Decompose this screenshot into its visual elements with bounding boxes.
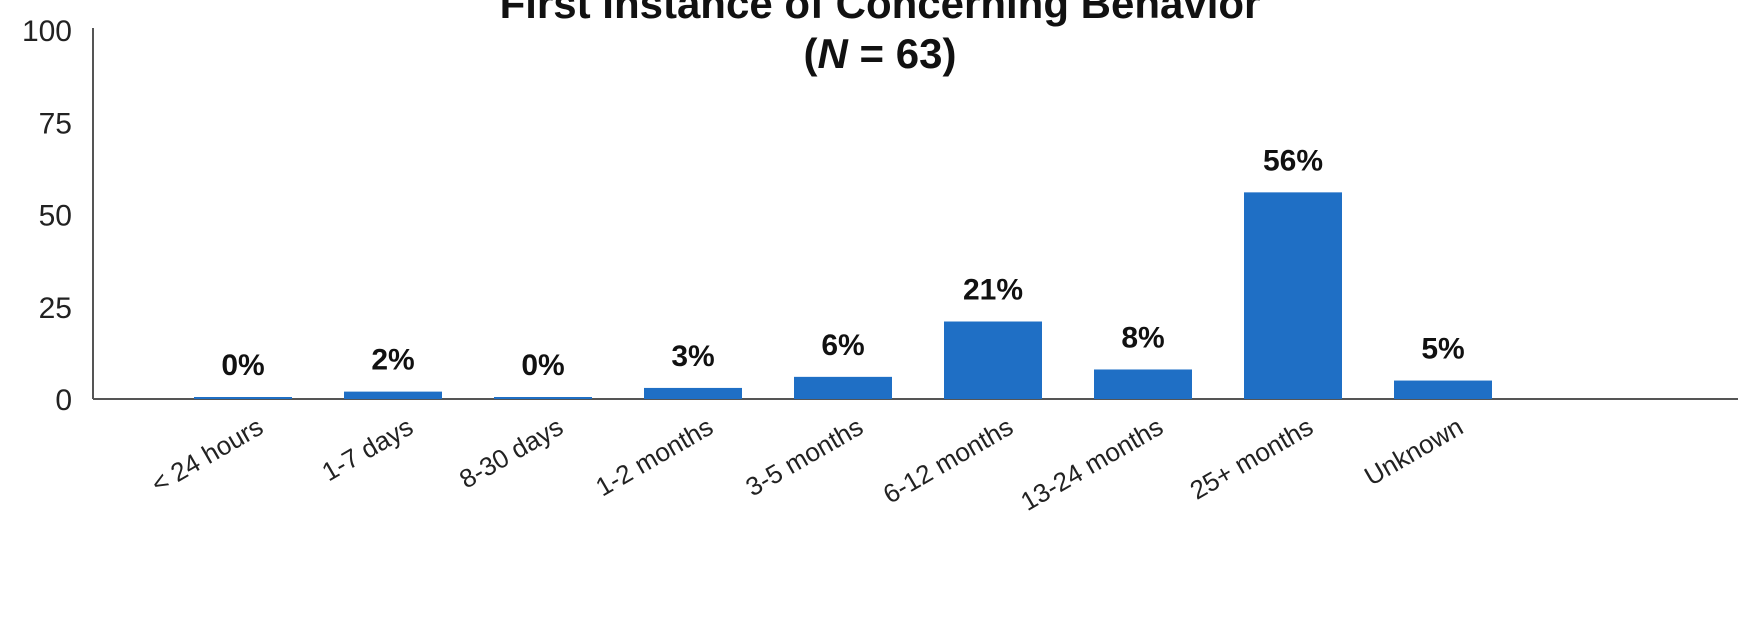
bar	[344, 391, 442, 399]
bar	[1244, 192, 1342, 399]
value-label: 6%	[821, 329, 864, 362]
value-label: 21%	[963, 274, 1023, 307]
bar	[644, 387, 742, 399]
y-tick-label: 25	[39, 292, 72, 325]
category-label: 13-24 months	[1015, 411, 1168, 516]
y-tick-label: 75	[39, 107, 72, 140]
category-label: 8-30 days	[454, 411, 568, 494]
value-label: 8%	[1121, 321, 1164, 354]
category-label: 6-12 months	[878, 411, 1018, 509]
bars	[194, 192, 1492, 399]
chart-subtitle: (N = 63)	[804, 30, 957, 77]
bar	[194, 397, 292, 399]
bar	[1094, 369, 1192, 399]
category-label: 3-5 months	[740, 411, 868, 502]
subtitle-rest: = 63)	[848, 30, 957, 77]
y-tick-label: 50	[39, 200, 72, 233]
y-tick-label: 0	[55, 384, 72, 417]
category-label: < 24 hours	[146, 411, 268, 499]
category-label: Unknown	[1359, 411, 1468, 491]
subtitle-open: (	[804, 30, 818, 77]
axes	[92, 28, 1738, 400]
category-label: 1-7 days	[317, 411, 418, 487]
value-label: 3%	[671, 340, 714, 373]
category-label: 25+ months	[1185, 411, 1318, 505]
value-label: 2%	[371, 344, 414, 377]
bar	[794, 376, 892, 399]
y-tick-labels: 0 25 50 75 100	[22, 15, 72, 417]
chart-title: First Instance of Concerning Behavior	[500, 0, 1261, 27]
category-label: 1-2 months	[590, 411, 718, 502]
value-label: 5%	[1421, 333, 1464, 366]
value-label: 0%	[221, 349, 264, 382]
value-label: 56%	[1263, 144, 1323, 177]
subtitle-n: N	[818, 30, 850, 77]
bar	[1394, 380, 1492, 399]
y-tick-label: 100	[22, 15, 72, 48]
bar	[494, 397, 592, 399]
value-labels: 0% 2% 0% 3% 6% 21% 8% 56% 5%	[221, 144, 1464, 382]
bar	[944, 321, 1042, 399]
value-label: 0%	[521, 349, 564, 382]
category-labels: < 24 hours 1-7 days 8-30 days 1-2 months 3-5…	[146, 411, 1468, 516]
